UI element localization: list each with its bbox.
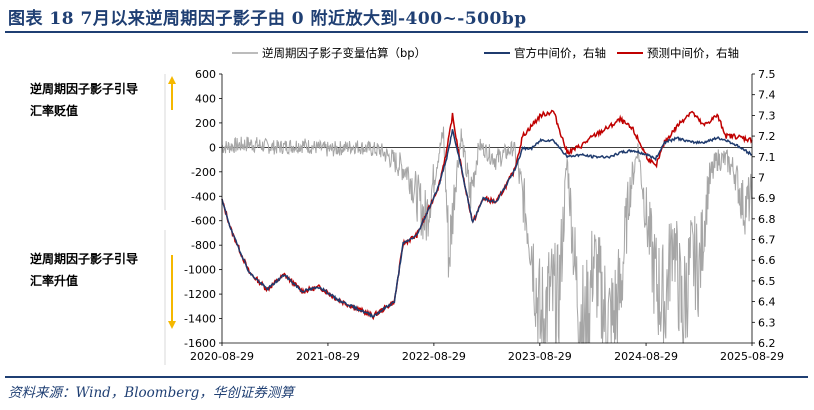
y-right-tick-label: 6.7	[758, 234, 776, 247]
y-left-tick-label: -600	[191, 215, 216, 228]
y-right-tick-label: 6.4	[758, 296, 776, 309]
y-left-tick-label: -1400	[184, 313, 216, 326]
y-right-tick-label: 7.1	[758, 151, 776, 164]
legend-label: 预测中间价，右轴	[647, 46, 739, 60]
y-left-tick-label: -400	[191, 190, 216, 203]
y-right-tick-label: 7	[758, 171, 765, 184]
y-left-tick-label: -1000	[184, 264, 216, 277]
annotation-top-line: 逆周期因子影子引导	[30, 81, 138, 96]
x-tick-label: 2022-08-29	[402, 350, 466, 363]
y-left-tick-label: -1200	[184, 288, 216, 301]
y-right-tick-label: 6.8	[758, 213, 776, 226]
y-right-tick-label: 6.9	[758, 192, 776, 205]
legend-official-mid: 官方中间价，右轴	[484, 46, 606, 60]
annotation-top-line: 汇率贬值	[30, 103, 78, 118]
bottom-rule	[5, 376, 808, 378]
y-right-tick-label: 7.3	[758, 109, 776, 122]
x-tick-label: 2020-08-29	[190, 350, 254, 363]
series-official-mid	[221, 129, 753, 318]
legend-label: 逆周期因子影子变量估算（bp）	[262, 46, 426, 60]
y-right-tick-label: 7.4	[758, 89, 776, 102]
x-tick-label: 2024-08-29	[614, 350, 678, 363]
x-tick-label: 2025-08-29	[720, 350, 784, 363]
series-shadow-factor	[221, 126, 753, 344]
legend-shadow-factor: 逆周期因子影子变量估算（bp）	[232, 46, 426, 60]
y-left-tick-label: 400	[195, 92, 216, 105]
y-left-tick-label: 200	[195, 117, 216, 130]
annotation-bottom-line: 汇率升值	[30, 273, 78, 288]
chart-title: 图表 18 7月以来逆周期因子影子由 0 附近放大到-400~-500bp	[8, 9, 527, 29]
y-left-tick-label: -1600	[184, 337, 216, 350]
legend: 逆周期因子影子变量估算（bp） 官方中间价，右轴 预测中间价，右轴	[232, 46, 739, 60]
x-tick-label: 2023-08-29	[508, 350, 572, 363]
series-predicted-mid	[221, 109, 753, 321]
source-note: 资料来源：Wind，Bloomberg，华创证券测算	[8, 385, 294, 401]
legend-predicted-mid: 预测中间价，右轴	[617, 46, 739, 60]
title-rule	[5, 31, 808, 33]
axes: 600 400 200 0 -200 -400 -600 -800 -1000 -1200 -140…	[184, 68, 784, 363]
legend-label: 官方中间价，右轴	[514, 46, 606, 60]
y-right-tick-label: 7.2	[758, 130, 776, 143]
y-right-tick-label: 7.5	[758, 68, 776, 81]
x-tick-label: 2021-08-29	[296, 350, 360, 363]
annotation-bottom-line: 逆周期因子影子引导	[30, 251, 138, 266]
y-left-tick-label: 600	[195, 68, 216, 81]
y-left-tick-label: 0	[209, 141, 216, 154]
y-right-tick-label: 6.3	[758, 316, 776, 329]
plot-area	[221, 109, 753, 344]
y-right-tick-label: 6.2	[758, 337, 776, 350]
y-right-tick-label: 6.5	[758, 275, 776, 288]
y-left-tick-label: -800	[191, 239, 216, 252]
y-right-tick-label: 6.6	[758, 254, 776, 267]
y-left-tick-label: -200	[191, 166, 216, 179]
